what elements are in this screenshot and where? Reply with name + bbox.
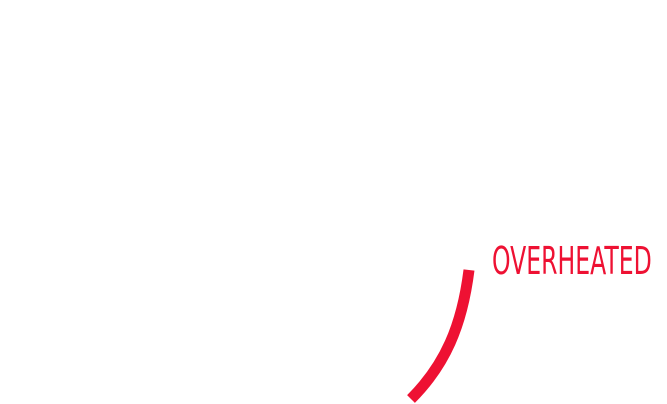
overheated-status-label: OVERHEATED	[492, 239, 652, 283]
heat-gauge-fill	[407, 269, 475, 403]
